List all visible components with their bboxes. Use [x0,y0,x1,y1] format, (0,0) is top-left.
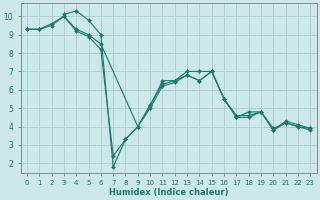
X-axis label: Humidex (Indice chaleur): Humidex (Indice chaleur) [109,188,228,197]
